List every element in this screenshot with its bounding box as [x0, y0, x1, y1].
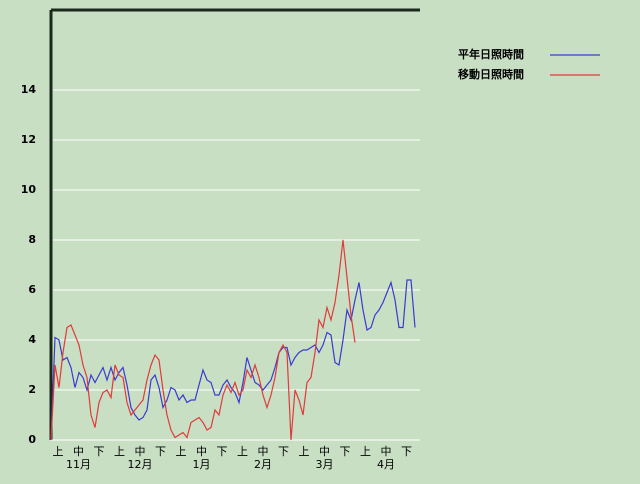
- month-label: 11月: [66, 458, 91, 471]
- month-label: 12月: [128, 458, 153, 471]
- x-tick-label: 中: [319, 445, 330, 458]
- month-label: 4月: [377, 458, 395, 471]
- y-tick-label: 14: [21, 83, 37, 96]
- y-tick-label: 8: [28, 233, 36, 246]
- y-tick-label: 0: [28, 433, 36, 446]
- x-tick-label: 中: [196, 445, 207, 458]
- legend-label: 移動日照時間: [458, 67, 524, 81]
- month-label: 2月: [254, 458, 272, 471]
- y-tick-label: 12: [21, 133, 36, 146]
- legend-label: 平年日照時間: [458, 47, 524, 61]
- x-tick-label: 中: [135, 445, 146, 458]
- x-tick-label: 上: [299, 445, 310, 458]
- x-tick-label: 上: [114, 445, 125, 458]
- series-line: [50, 279, 416, 441]
- y-tick-label: 2: [28, 383, 36, 396]
- x-tick-label: 上: [53, 445, 64, 458]
- month-label: 1月: [193, 458, 211, 471]
- x-tick-label: 上: [360, 445, 371, 458]
- x-tick-label: 中: [258, 445, 269, 458]
- x-tick-label: 上: [176, 445, 187, 458]
- series-line: [50, 239, 356, 441]
- y-tick-label: 6: [28, 283, 36, 296]
- x-tick-label: 中: [381, 445, 392, 458]
- x-tick-label: 中: [73, 445, 84, 458]
- y-tick-label: 10: [21, 183, 37, 196]
- x-tick-label: 下: [155, 445, 166, 458]
- x-tick-label: 下: [340, 445, 351, 458]
- x-tick-label: 下: [217, 445, 228, 458]
- x-tick-label: 上: [237, 445, 248, 458]
- month-label: 3月: [316, 458, 334, 471]
- x-tick-label: 下: [401, 445, 412, 458]
- y-tick-label: 4: [28, 333, 36, 346]
- x-tick-label: 下: [94, 445, 105, 458]
- x-tick-label: 下: [278, 445, 289, 458]
